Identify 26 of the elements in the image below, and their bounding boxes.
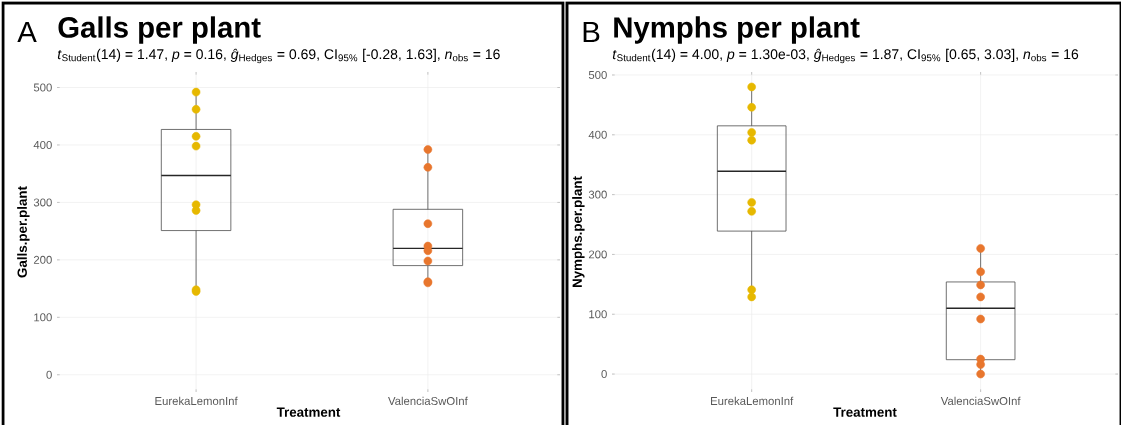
text: t$_{Student}$(14) = 1.47, p = 0.16, ĝ$_{Hedges}$ = 0.69, CI$_{95%}$ [-0.28, 1.63], n$_{obs}$ = 16 xyxy=(57,48,500,64)
y-tick-label: 400 xyxy=(588,130,607,139)
y-tick-label: 300 xyxy=(33,198,52,207)
x-axis-title: Treatment xyxy=(276,407,341,417)
y-tick-label: 500 xyxy=(588,70,607,79)
y-axis-title: Galls.per.plant xyxy=(17,186,30,278)
y-tick-label: 500 xyxy=(33,83,52,92)
x-tick-label: ValenciaSwOInf xyxy=(940,396,1021,406)
chart-title: Nymphs per plant xyxy=(614,16,860,44)
y-tick-label: 200 xyxy=(588,250,607,259)
chart-title: Galls per plant xyxy=(58,16,261,44)
y-tick-label: 200 xyxy=(33,255,52,264)
y-axis-title: Nymphs.per.plant xyxy=(572,176,585,288)
x-tick-label: EurekaLemonInf xyxy=(711,396,794,406)
y-tick-label: 100 xyxy=(589,310,607,319)
y-tick-label: 300 xyxy=(588,190,607,199)
y-tick-label: 400 xyxy=(33,140,52,149)
text: t$_{Student}$(14) = 4.00, p = 1.30e-03, ĝ$_{Hedges}$ = 1.87, CI$_{95%}$ [0.65, 3.03], n$_{obs}$ = 16 xyxy=(612,48,1079,64)
x-axis-title: Treatment xyxy=(833,407,897,417)
y-tick-label: 0 xyxy=(46,370,52,379)
x-tick-label: ValenciaSwOInf xyxy=(388,396,468,406)
text: B xyxy=(583,21,600,43)
text: A xyxy=(17,21,37,43)
y-tick-label: 100 xyxy=(34,313,52,322)
y-tick-label: 0 xyxy=(601,370,607,379)
x-tick-label: EurekaLemonInf xyxy=(155,396,238,406)
